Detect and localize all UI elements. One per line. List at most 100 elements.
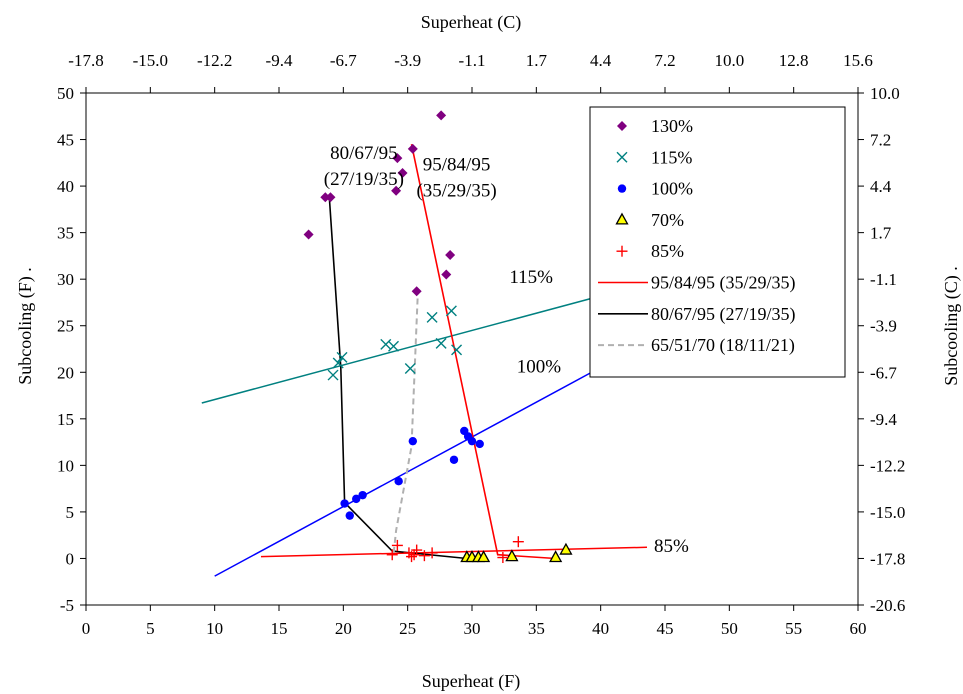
x-tick-label: 20 [335,619,352,638]
point-100pct [340,499,349,508]
point-70pct [476,550,491,563]
line-series-95-84-95 [410,144,556,560]
legend-label: 70% [651,210,684,230]
point-130pct [325,192,336,203]
tick-layer: 0 5 10 15 20 25 30 35 40 45 50 55 60 -17.8 -15.0 -12.2 -… [57,51,905,638]
y-tick-label: 25 [57,317,74,336]
point-115pct [404,363,416,375]
point-115pct [451,344,463,356]
x2-tick-label: 7.2 [654,51,675,70]
x2-tick-label: -17.8 [68,51,103,70]
y2-tick-label: -9.4 [870,410,897,429]
point-130pct [320,192,331,203]
y2-tick-label: -1.1 [870,270,897,289]
point-115pct [327,369,339,381]
point-100pct [345,511,354,520]
point-85pct [386,549,398,561]
point-115pct [426,311,438,323]
y2-tick-label: -15.0 [870,503,905,522]
y2-tick-label: -20.6 [870,596,905,615]
point-130pct [392,153,403,164]
y-tick-label: 20 [57,363,74,382]
annotation: (35/29/35) [416,180,496,201]
point-130pct [411,286,422,297]
y-tick-label: 45 [57,131,74,150]
point-70pct [559,542,573,555]
point-100pct [394,476,403,486]
trendline-85pct [260,546,648,558]
legend-marker [617,184,627,193]
y-tick-label: 40 [57,177,74,196]
legend-box [589,106,846,378]
y-axis-title: Subcooling (F) . [15,267,36,385]
annotation-layer: 80/67/95 (27/19/35) 95/84/95 (35/29/35) 115%… [324,143,689,557]
y2-tick-label: 10.0 [870,84,900,103]
x2-tick-label: -12.2 [197,51,232,70]
marker-layer [303,110,573,564]
legend: 130% 115% 100% 70% 85% 95/84/95 (35/29/35) 80/… [589,106,846,378]
point-130pct [391,185,402,196]
y2-tick-label: -3.9 [870,317,897,336]
point-130pct [407,143,418,154]
annotation: 100% [517,356,562,377]
y2-tick-label: 4.4 [870,177,892,196]
point-115pct [388,340,400,352]
point-130pct [303,229,314,240]
x-tick-label: 10 [206,619,223,638]
point-85pct [411,544,423,556]
x-tick-label: 55 [785,619,802,638]
legend-label: 115% [651,147,692,167]
point-100pct [449,455,459,464]
x-tick-label: 50 [721,619,738,638]
y2-tick-label: -12.2 [870,456,905,475]
point-100pct [352,494,361,504]
legend-items: 130% 115% 100% 70% 85% 95/84/95 (35/29/35) 80/… [598,116,796,356]
legend-label: 130% [651,116,693,136]
point-115pct [435,337,447,349]
trendline-100pct [214,371,593,577]
annotation: (27/19/35) [324,169,404,190]
point-115pct [332,357,344,369]
legend-label: 100% [651,179,693,199]
legend-label: 85% [651,241,684,261]
y-tick-label: 0 [66,549,75,568]
annotation: 80/67/95 [330,143,398,164]
y2-tick-label: 1.7 [870,224,892,243]
point-115pct [336,351,348,363]
point-85pct [406,551,418,563]
point-70pct [505,549,519,562]
x2-tick-label: -1.1 [459,51,486,70]
point-100pct [467,436,477,446]
y2-axis-title: Subcooling (C) . [941,266,962,386]
legend-marker [615,212,629,225]
x-tick-label: 30 [464,619,481,638]
x2-axis-title: Superheat (C) [421,12,521,33]
x2-tick-label: -3.9 [394,51,421,70]
x2-tick-label: -15.0 [133,51,168,70]
y-tick-label: 10 [57,456,74,475]
legend-marker [617,121,627,131]
x-tick-label: 35 [528,619,545,638]
point-100pct [358,490,367,500]
x-tick-label: 15 [271,619,288,638]
trendline-115pct [201,283,646,404]
trendline-layer [201,283,648,577]
y-tick-label: 35 [57,224,74,243]
x-tick-label: 5 [146,619,155,638]
y-tick-label: 5 [66,503,75,522]
point-130pct [445,249,456,260]
x2-tick-label: 1.7 [526,51,548,70]
y2-tick-label: -6.7 [870,363,897,382]
point-85pct [418,550,430,562]
y-tick-label: 30 [57,270,74,289]
legend-label: 65/51/70 (18/11/21) [651,335,795,356]
x-tick-label: 45 [657,619,674,638]
y-tick-label: -5 [60,596,74,615]
line-series-65-51-70 [392,288,419,555]
annotation: 85% [654,536,689,557]
legend-label: 80/67/95 (27/19/35) [651,304,796,325]
x-tick-label: 60 [850,619,867,638]
annotation: 115% [509,267,553,288]
point-100pct [475,439,484,449]
